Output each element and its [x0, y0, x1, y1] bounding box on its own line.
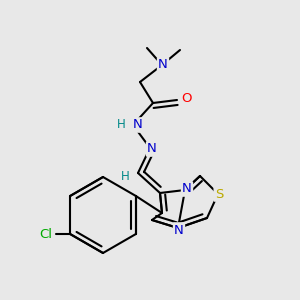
Text: N: N [158, 58, 168, 71]
Text: Cl: Cl [40, 227, 52, 241]
Text: N: N [133, 118, 143, 131]
Text: N: N [147, 142, 157, 155]
Text: O: O [182, 92, 192, 106]
Text: N: N [182, 182, 192, 196]
Text: H: H [121, 169, 129, 182]
Text: N: N [174, 224, 184, 236]
Text: S: S [215, 188, 223, 200]
Text: H: H [117, 118, 125, 131]
